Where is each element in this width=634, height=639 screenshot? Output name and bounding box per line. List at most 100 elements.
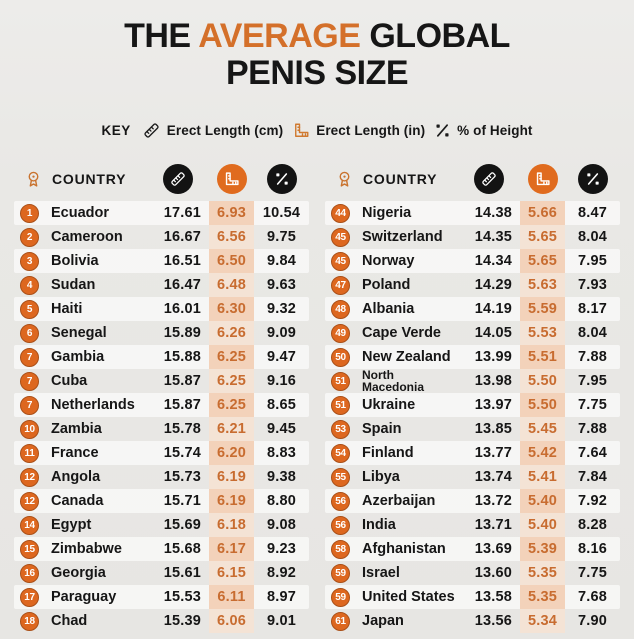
legend-item-in: Erect Length (in) <box>292 122 425 140</box>
length-cm-value: 14.35 <box>474 229 512 246</box>
title-line2: PENIS SIZE <box>225 53 409 92</box>
percent-height-value: 9.32 <box>266 301 297 318</box>
table-row: 7 Gambia 15.88 6.25 9.47 <box>14 345 309 370</box>
country-name: Finland <box>362 445 414 462</box>
country-column-header: COUNTRY <box>52 171 127 188</box>
length-cm-value: 13.58 <box>474 589 512 606</box>
table-row: 49 Cape Verde 14.05 5.53 8.04 <box>325 321 620 346</box>
length-in-value: 5.45 <box>520 417 565 442</box>
length-in-value: 5.42 <box>520 441 565 466</box>
country-name: Cape Verde <box>362 325 441 342</box>
length-in-value: 6.25 <box>209 369 254 394</box>
percent-height-value: 9.84 <box>266 253 297 270</box>
country-name: Ecuador <box>51 205 110 222</box>
length-in-column-icon <box>527 164 558 195</box>
country-name: Albania <box>362 301 415 318</box>
length-cm-value: 13.99 <box>474 349 512 366</box>
length-cm-value: 13.69 <box>474 541 512 558</box>
length-cm-value: 15.88 <box>163 349 201 366</box>
length-in-value: 5.40 <box>520 489 565 514</box>
table-row: 59 Israel 13.60 5.35 7.75 <box>325 561 620 586</box>
percent-height-value: 8.80 <box>266 493 297 510</box>
table-row: 45 Norway 14.34 5.65 7.95 <box>325 249 620 274</box>
length-cm-value: 16.51 <box>163 253 201 270</box>
country-name: Spain <box>362 421 402 438</box>
table-row: 11 France 15.74 6.20 8.83 <box>14 441 309 466</box>
country-name: Egypt <box>51 517 92 534</box>
percent-height-value: 7.90 <box>577 613 608 630</box>
length-in-value: 6.93 <box>209 201 254 226</box>
length-cm-value: 14.34 <box>474 253 512 270</box>
percent-height-value: 7.75 <box>577 397 608 414</box>
country-name: Canada <box>51 493 104 510</box>
country-name: North Macedonia <box>362 369 425 394</box>
rank-badge: 51 <box>331 371 350 391</box>
table-row: 2 Cameroon 16.67 6.56 9.75 <box>14 225 309 250</box>
table-row: 47 Poland 14.29 5.63 7.93 <box>325 273 620 298</box>
table-row: 55 Libya 13.74 5.41 7.84 <box>325 465 620 490</box>
length-in-value: 5.53 <box>520 321 565 346</box>
percent-height-value: 8.28 <box>577 517 608 534</box>
rank-badge: 5 <box>20 299 39 319</box>
rank-badge: 51 <box>331 395 350 415</box>
rank-badge: 44 <box>331 203 350 223</box>
percent-height-value: 10.54 <box>262 205 301 222</box>
percent-column-icon <box>577 164 608 195</box>
length-cm-column-icon <box>163 164 193 195</box>
length-in-value: 6.11 <box>209 585 254 610</box>
length-cm-value: 15.73 <box>163 469 201 486</box>
rank-badge: 16 <box>20 563 39 583</box>
table-row: 7 Cuba 15.87 6.25 9.16 <box>14 369 309 394</box>
rank-badge: 48 <box>331 299 350 319</box>
percent-height-value: 9.01 <box>266 613 297 630</box>
table-row: 61 Japan 13.56 5.34 7.90 <box>325 609 620 634</box>
legend-item-pct: % of Height <box>434 122 532 139</box>
percent-height-value: 7.88 <box>577 421 608 438</box>
rank-badge: 50 <box>331 347 350 367</box>
length-in-value: 5.59 <box>520 297 565 322</box>
table-row: 6 Senegal 15.89 6.26 9.09 <box>14 321 309 346</box>
rank-badge: 59 <box>331 587 350 607</box>
rank-badge: 55 <box>331 467 350 487</box>
table-row: 12 Angola 15.73 6.19 9.38 <box>14 465 309 490</box>
rank-badge: 14 <box>20 515 39 535</box>
length-in-value: 6.25 <box>209 393 254 418</box>
length-cm-value: 14.05 <box>474 325 512 342</box>
length-cm-value: 14.29 <box>474 277 512 294</box>
length-in-value: 6.19 <box>209 489 254 514</box>
rank-badge: 47 <box>331 275 350 295</box>
length-in-value: 5.39 <box>520 537 565 562</box>
percent-height-value: 9.08 <box>266 517 297 534</box>
rank-badge: 54 <box>331 443 350 463</box>
rank-badge: 15 <box>20 539 39 559</box>
percent-height-value: 8.92 <box>266 565 297 582</box>
rank-badge: 59 <box>331 563 350 583</box>
table-row: 7 Netherlands 15.87 6.25 8.65 <box>14 393 309 418</box>
percent-height-value: 9.45 <box>266 421 297 438</box>
length-in-value: 5.40 <box>520 513 565 538</box>
length-in-value: 6.26 <box>209 321 254 346</box>
length-cm-value: 17.61 <box>163 205 201 222</box>
rank-badge: 4 <box>20 275 39 295</box>
table-row: 5 Haiti 16.01 6.30 9.32 <box>14 297 309 322</box>
rank-badge: 6 <box>20 323 39 343</box>
title-post: GLOBAL <box>360 17 510 55</box>
length-in-value: 5.63 <box>520 273 565 298</box>
length-cm-value: 15.71 <box>163 493 201 510</box>
percent-height-value: 9.16 <box>266 373 297 390</box>
percent-height-value: 8.65 <box>266 397 297 414</box>
country-name: Chad <box>51 613 88 630</box>
length-in-value: 6.56 <box>209 225 254 250</box>
ruler-diagonal-icon <box>142 121 161 140</box>
table-row: 45 Switzerland 14.35 5.65 8.04 <box>325 225 620 250</box>
length-cm-value: 13.71 <box>474 517 512 534</box>
length-cm-value: 15.68 <box>163 541 201 558</box>
percent-height-value: 7.95 <box>577 253 608 270</box>
percent-height-value: 8.04 <box>577 325 608 342</box>
length-cm-value: 14.38 <box>474 205 512 222</box>
percent-icon <box>434 122 451 139</box>
rank-badge: 1 <box>20 203 39 223</box>
length-cm-value: 16.01 <box>163 301 201 318</box>
percent-height-value: 9.47 <box>266 349 297 366</box>
